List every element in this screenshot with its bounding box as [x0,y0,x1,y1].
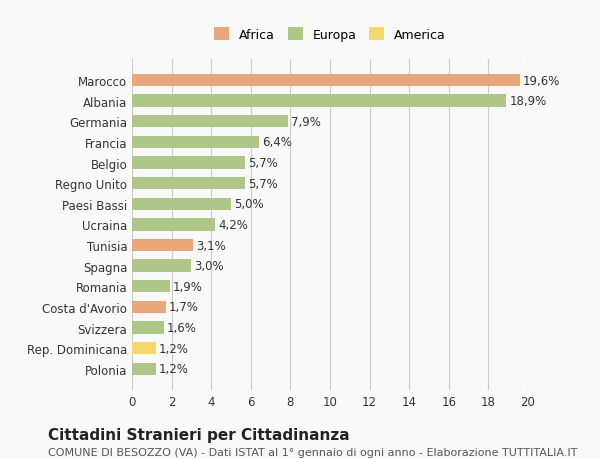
Text: Cittadini Stranieri per Cittadinanza: Cittadini Stranieri per Cittadinanza [48,427,350,442]
Bar [132,322,164,334]
Text: 1,6%: 1,6% [167,321,197,334]
Bar [132,239,193,252]
Text: 3,1%: 3,1% [196,239,226,252]
Bar [132,157,245,169]
Text: 5,7%: 5,7% [248,157,278,170]
Bar [132,116,289,128]
Text: 1,2%: 1,2% [159,363,188,375]
Text: 7,9%: 7,9% [292,116,321,129]
Text: 1,9%: 1,9% [173,280,202,293]
Text: 6,4%: 6,4% [262,136,292,149]
Bar [132,363,156,375]
Text: 18,9%: 18,9% [509,95,547,108]
Bar [132,178,245,190]
Text: 1,7%: 1,7% [169,301,199,313]
Bar [132,342,156,354]
Legend: Africa, Europa, America: Africa, Europa, America [209,23,451,46]
Text: 4,2%: 4,2% [218,218,248,231]
Text: 1,2%: 1,2% [159,342,188,355]
Text: 5,0%: 5,0% [234,198,263,211]
Bar [132,95,506,107]
Bar [132,75,520,87]
Bar [132,301,166,313]
Bar [132,280,170,293]
Bar [132,219,215,231]
Bar [132,198,231,211]
Text: 5,7%: 5,7% [248,177,278,190]
Bar [132,136,259,149]
Text: 3,0%: 3,0% [194,260,224,273]
Bar [132,260,191,272]
Text: 19,6%: 19,6% [523,74,560,87]
Text: COMUNE DI BESOZZO (VA) - Dati ISTAT al 1° gennaio di ogni anno - Elaborazione TU: COMUNE DI BESOZZO (VA) - Dati ISTAT al 1… [48,448,577,458]
